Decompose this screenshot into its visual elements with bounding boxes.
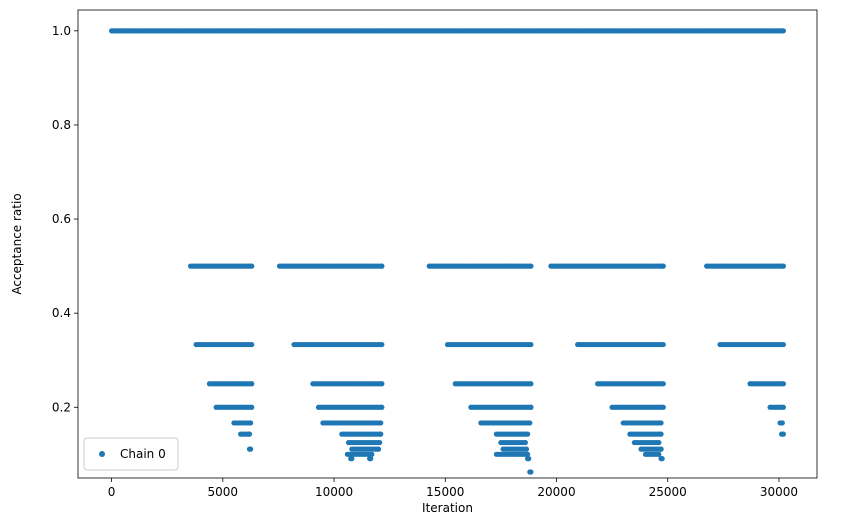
data-point — [522, 439, 528, 446]
data-point — [528, 404, 534, 410]
data-point — [249, 341, 255, 348]
data-point — [526, 456, 532, 462]
data-point — [528, 341, 534, 348]
data-point — [349, 456, 355, 462]
data-point — [379, 381, 385, 387]
x-tick-label: 20000 — [537, 485, 575, 499]
data-point — [658, 420, 664, 426]
data-point — [780, 404, 787, 410]
x-axis-label: Iteration — [422, 501, 473, 515]
y-axis: 0.2 0.4 0.6 0.8 1.0 — [52, 24, 78, 414]
data-point — [660, 263, 666, 269]
x-tick-label: 25000 — [649, 485, 687, 499]
data-point — [249, 381, 255, 387]
data-point — [523, 446, 530, 452]
y-tick-label: 0.6 — [52, 212, 71, 226]
data-point — [659, 456, 665, 462]
data-point — [660, 381, 666, 387]
data-point — [246, 431, 253, 437]
data-point — [378, 420, 384, 426]
plot-marks — [108, 28, 787, 475]
data-point — [780, 28, 787, 34]
data-point — [780, 263, 787, 269]
x-tick-label: 5000 — [208, 485, 239, 499]
data-point — [780, 431, 787, 437]
legend-marker — [99, 451, 105, 457]
data-point — [780, 341, 787, 348]
data-point — [377, 439, 383, 446]
data-point — [249, 404, 255, 410]
plot-frame — [77, 9, 818, 479]
x-tick-label: 0 — [108, 485, 116, 499]
data-point — [528, 381, 534, 387]
data-point — [375, 446, 382, 452]
data-point — [368, 456, 374, 462]
x-tick-label: 30000 — [760, 485, 798, 499]
data-point — [369, 451, 375, 457]
data-point — [378, 431, 384, 437]
data-point — [779, 420, 785, 426]
data-point — [656, 451, 662, 457]
data-point — [528, 469, 534, 475]
y-tick-label: 0.4 — [52, 306, 71, 320]
data-point — [528, 263, 534, 269]
x-tick-label: 10000 — [315, 485, 353, 499]
data-point — [379, 341, 385, 348]
data-point — [658, 446, 664, 452]
x-tick-label: 15000 — [426, 485, 464, 499]
x-axis: 0 5000 10000 15000 20000 25000 30000 — [108, 478, 798, 499]
data-point — [379, 404, 385, 410]
legend-entry-label: Chain 0 — [120, 447, 166, 461]
data-point — [248, 446, 254, 452]
y-axis-label: Acceptance ratio — [10, 193, 24, 294]
y-tick-label: 0.8 — [52, 118, 71, 132]
y-tick-label: 0.2 — [52, 400, 71, 414]
data-point — [379, 263, 385, 269]
data-point — [524, 451, 531, 457]
data-point — [249, 263, 255, 269]
data-point — [248, 420, 254, 426]
data-point — [524, 431, 531, 437]
legend: Chain 0 — [83, 437, 179, 471]
data-point — [780, 381, 787, 387]
legend-box — [83, 437, 179, 471]
data-point — [660, 341, 666, 348]
data-point — [658, 431, 664, 437]
data-point — [527, 420, 533, 426]
data-point — [660, 404, 666, 410]
y-tick-label: 1.0 — [52, 24, 71, 38]
data-point — [656, 439, 662, 446]
